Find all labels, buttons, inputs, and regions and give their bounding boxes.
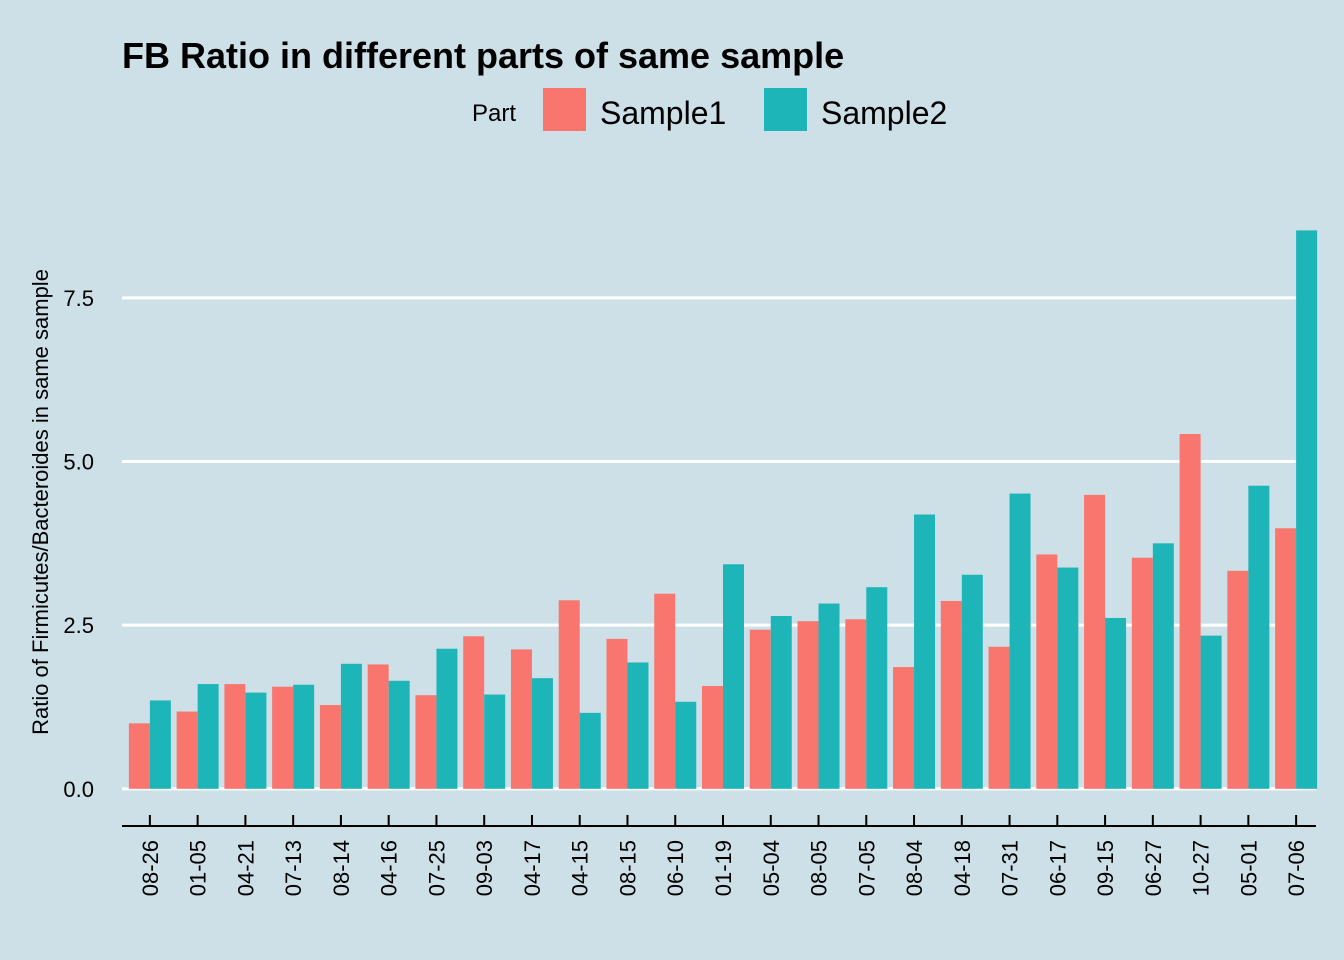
bar-sample1 [606,638,628,789]
bar-sample2 [1296,230,1318,789]
bar-sample1 [319,705,341,789]
bar-sample1 [272,686,294,789]
bar-sample2 [197,684,219,789]
bar-sample2 [675,701,697,789]
x-tick-label: 09-15 [1093,840,1118,896]
bar-sample2 [770,615,792,789]
bar-sample2 [484,694,506,789]
x-tick-label: 07-05 [854,840,879,896]
bar-sample2 [1248,485,1270,789]
x-axis: 08-26 01-05 04-21 07-13 08-14 04-16 07-25 09-03… [122,815,1316,896]
legend-swatch-sample2 [764,88,807,131]
bar-sample2 [914,514,936,789]
bar-sample2 [627,662,649,789]
bar-sample1 [845,619,867,789]
x-tick-label: 04-17 [520,840,545,896]
y-tick-label: 7.5 [63,286,94,311]
x-tick-label: 06-10 [663,840,688,896]
x-tick-label: 06-17 [1045,840,1070,896]
x-tick-label: 08-15 [615,840,640,896]
bar-sample1 [1179,434,1201,789]
bar-sample1 [1227,570,1249,789]
bar-sample2 [1009,493,1031,789]
legend-title: Part [472,100,516,127]
bar-sample2 [818,603,840,789]
bar-sample1 [893,667,915,789]
bar-sample1 [1036,554,1058,789]
x-tick-label: 01-05 [186,840,211,896]
x-tick-label: 06-27 [1141,840,1166,896]
x-tick-label: 08-04 [902,840,927,896]
bar-sample1 [510,649,532,789]
x-tick-label: 07-31 [998,840,1023,896]
bar-sample1 [1084,494,1106,789]
x-tick-label: 10-27 [1189,840,1214,896]
bar-sample2 [293,684,315,789]
bar-sample2 [579,712,601,789]
legend-swatch-sample1 [543,88,586,131]
bar-sample1 [224,684,246,789]
bar-sample2 [1057,567,1079,789]
bars [128,230,1318,789]
y-tick-label: 0.0 [63,777,94,802]
bar-sample2 [1152,543,1174,789]
bar-sample1 [940,600,962,789]
y-axis: 0.0 2.5 5.0 7.5 [63,286,94,802]
x-tick-label: 09-03 [472,840,497,896]
legend: Part Sample1 Sample2 [472,88,947,131]
bar-sample2 [340,663,362,789]
x-tick-label: 04-21 [233,840,258,896]
bar-sample2 [388,680,410,789]
y-tick-label: 5.0 [63,449,94,474]
bar-sample2 [1200,635,1222,789]
bar-sample1 [988,646,1010,789]
bar-sample2 [149,700,171,789]
bar-sample2 [866,587,888,789]
x-tick-label: 07-13 [281,840,306,896]
x-tick-label: 04-16 [377,840,402,896]
y-tick-label: 2.5 [63,613,94,638]
x-tick-label: 01-19 [711,840,736,896]
x-tick-label: 08-26 [138,840,163,896]
x-tick-label: 04-18 [950,840,975,896]
bar-sample1 [367,664,389,789]
x-tick-label: 07-06 [1284,840,1309,896]
bar-sample1 [749,629,771,789]
bar-sample1 [1275,528,1297,789]
bar-sample2 [961,574,983,789]
bar-sample2 [245,692,267,789]
bar-sample2 [1105,617,1127,789]
chart-title: FB Ratio in different parts of same samp… [122,35,844,76]
bar-sample1 [128,723,150,789]
bar-sample2 [436,648,458,789]
bar-sample2 [723,564,744,789]
legend-label-sample2: Sample2 [821,95,947,131]
bar-sample1 [415,695,437,789]
x-tick-label: 07-25 [424,840,449,896]
x-tick-label: 04-15 [568,840,593,896]
bar-sample1 [176,711,198,789]
bar-sample1 [654,593,676,789]
bar-sample1 [797,621,819,789]
x-tick-label: 05-04 [759,840,784,896]
x-tick-label: 05-01 [1236,840,1261,896]
y-axis-label: Ratio of Firmicutes/Bacteroides in same … [28,269,53,735]
bar-sample1 [558,600,580,789]
bar-sample2 [531,678,553,789]
bar-sample1 [463,636,485,789]
x-tick-label: 08-14 [329,840,354,896]
legend-label-sample1: Sample1 [600,95,726,131]
bar-sample1 [702,686,723,789]
bar-sample1 [1131,557,1153,789]
x-tick-label: 08-05 [807,840,832,896]
